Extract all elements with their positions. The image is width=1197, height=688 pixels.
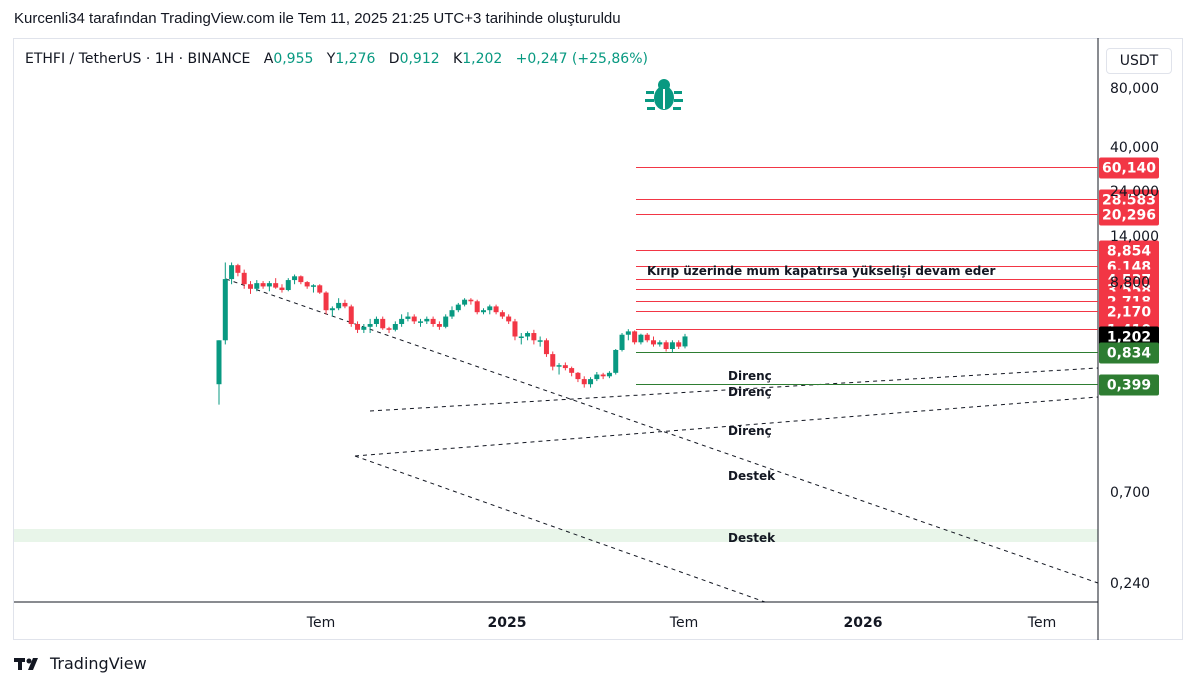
footer-brand: TradingView	[50, 654, 147, 673]
close-value: 1,202	[462, 51, 503, 67]
chart-frame	[13, 38, 1183, 640]
footer: TradingView	[14, 654, 147, 673]
high-label: Y	[326, 51, 336, 67]
high-value: 1,276	[335, 51, 376, 67]
low-label: D	[388, 51, 400, 67]
symbol-pair[interactable]: ETHFI / TetherUS · 1H · BINANCE	[25, 51, 251, 67]
currency-button[interactable]: USDT	[1106, 48, 1172, 74]
open-value: 0,955	[273, 51, 314, 67]
close-label: K	[453, 51, 463, 67]
open-label: A	[263, 51, 274, 67]
low-value: 0,912	[399, 51, 440, 67]
chart-header-title: Kurcenli34 tarafından TradingView.com il…	[14, 10, 621, 27]
tradingview-logo-icon	[14, 657, 38, 670]
change-value: +0,247 (+25,86%)	[515, 51, 648, 67]
symbol-info: ETHFI / TetherUS · 1H · BINANCE A0,955 Y…	[25, 51, 648, 67]
